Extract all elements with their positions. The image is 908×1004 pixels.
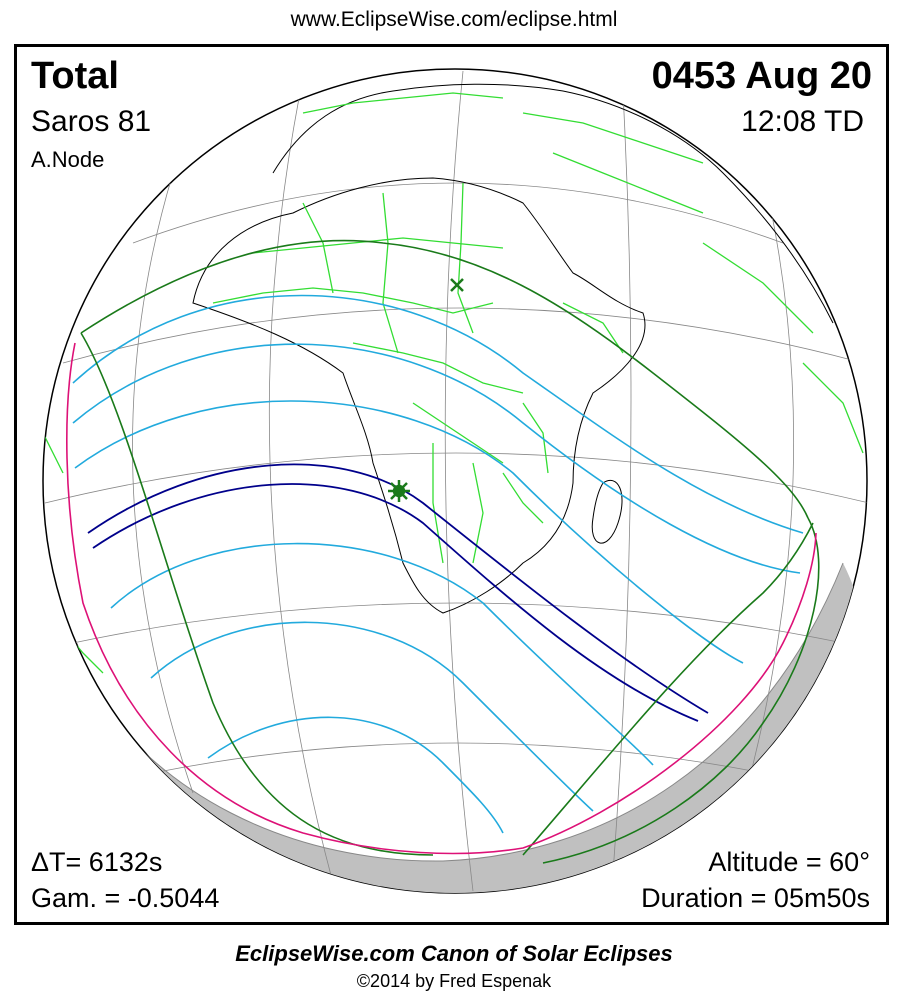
political-borders: [43, 92, 864, 674]
eclipse-map-frame: Total 0453 Aug 20 Saros 81 12:08 TD A.No…: [14, 44, 889, 925]
altitude-value: Altitude = 60°: [708, 847, 870, 877]
saros-number: Saros 81: [31, 105, 152, 138]
footer-copyright: ©2014 by Fred Espenak: [356, 971, 552, 991]
x-marker: [450, 278, 464, 292]
madagascar: [591, 480, 623, 544]
penumbral-limits: [80, 239, 820, 864]
eclipse-date: 0453 Aug 20: [651, 55, 872, 97]
night-shade: [43, 563, 867, 893]
graticule: [44, 70, 867, 892]
partial-eclipse-lines: [72, 294, 804, 834]
globe-map: [42, 68, 868, 894]
node-label: A.Node: [31, 147, 105, 172]
eclipse-time: 12:08 TD: [741, 105, 864, 138]
central-path: [87, 463, 709, 722]
gamma-value: Gam. = -0.5044: [31, 883, 220, 913]
delta-t-value: ΔT= 6132s: [31, 847, 163, 877]
eclipse-type: Total: [31, 55, 119, 97]
source-url[interactable]: www.EclipseWise.com/eclipse.html: [290, 8, 618, 31]
star-marker: [388, 480, 410, 502]
rise-set-curve: [66, 342, 817, 855]
duration-value: Duration = 05m50s: [641, 883, 870, 913]
europe-coastline: [272, 83, 834, 324]
footer-title: EclipseWise.com Canon of Solar Eclipses: [235, 941, 673, 966]
africa-coastline: [192, 177, 646, 614]
